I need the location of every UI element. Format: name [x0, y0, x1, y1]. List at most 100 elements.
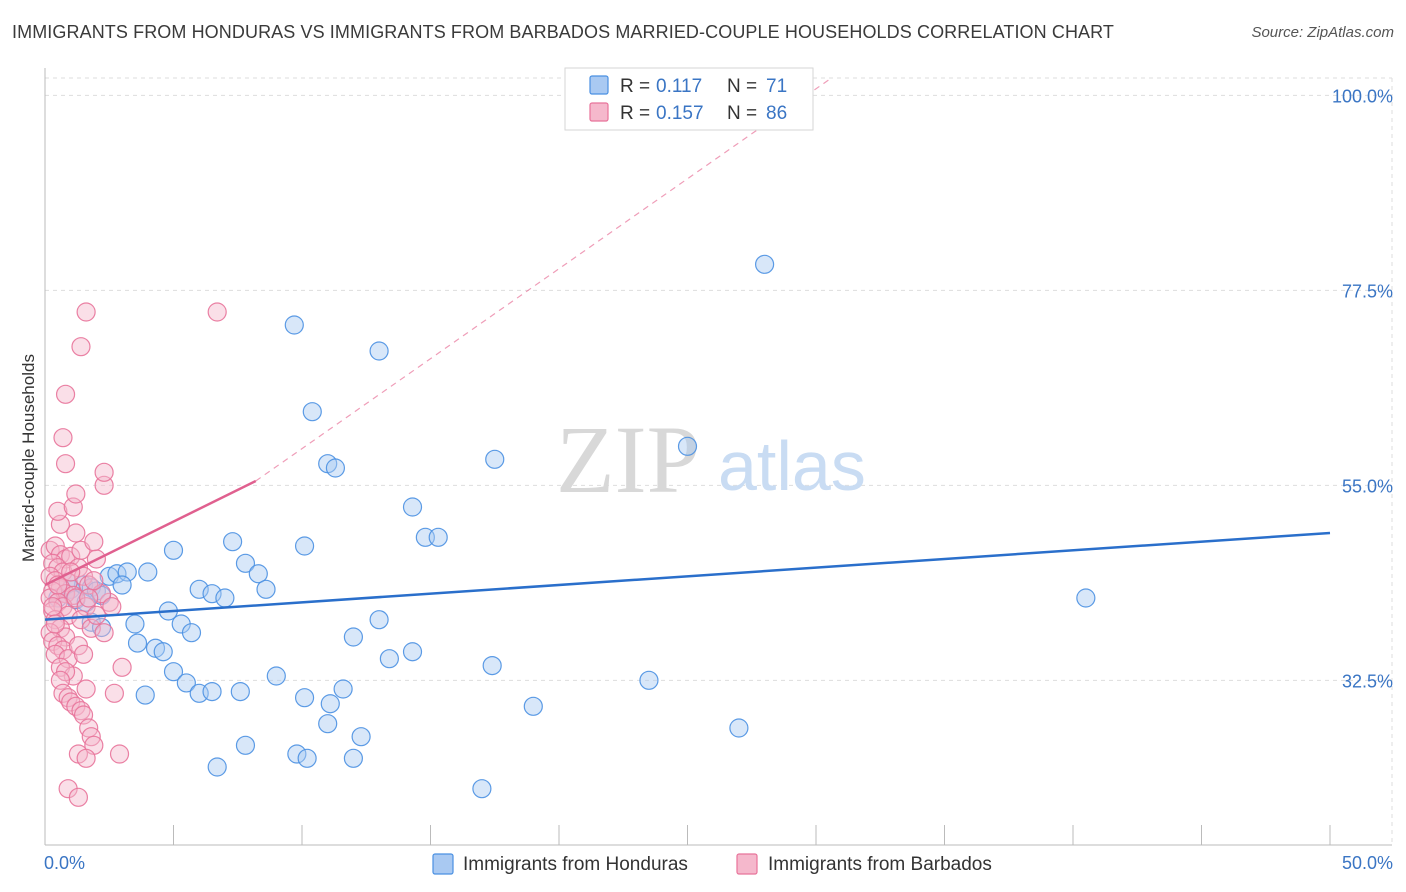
point-honduras-30	[189, 579, 209, 599]
point-honduras-17	[138, 562, 158, 582]
legend-n-value-honduras: 71	[766, 76, 787, 97]
point-honduras-28	[202, 681, 222, 702]
legend-n-value-barbados: 86	[766, 103, 787, 124]
point-honduras-45	[294, 688, 315, 708]
axes	[44, 68, 1392, 846]
point-barbados-78	[207, 302, 227, 322]
point-honduras-36	[256, 579, 276, 599]
point-honduras-68	[729, 718, 749, 738]
point-honduras-53	[351, 727, 371, 747]
point-honduras-64	[482, 655, 502, 676]
y-tick-label-1: 55.0%	[1342, 476, 1393, 496]
point-honduras-33	[223, 532, 243, 552]
point-barbados-70	[66, 484, 86, 504]
point-barbados-55	[68, 787, 89, 807]
point-honduras-61	[428, 527, 448, 547]
y-tick-labels: 32.5% 55.0% 77.5% 100.0%	[1332, 86, 1393, 691]
point-barbados-47	[76, 679, 96, 699]
point-honduras-40	[297, 748, 317, 768]
point-honduras-56	[369, 610, 389, 630]
legend-n-label-barbados: N =	[727, 103, 757, 124]
y-tick-label-0: 32.5%	[1342, 671, 1393, 691]
point-barbados-38	[73, 644, 94, 664]
point-honduras-62	[472, 779, 492, 799]
point-honduras-51	[333, 679, 353, 699]
point-honduras-50	[318, 714, 338, 734]
legend-swatch-honduras	[589, 75, 609, 95]
series-barbados-points	[40, 302, 227, 807]
point-honduras-26	[176, 673, 196, 693]
point-barbados-75	[55, 384, 76, 404]
point-honduras-37	[230, 681, 250, 702]
point-barbados-77	[76, 302, 96, 322]
trend-lines-front	[44, 479, 1331, 621]
point-honduras-31	[202, 584, 222, 604]
point-honduras-65	[523, 696, 543, 716]
point-honduras-41	[235, 735, 256, 755]
point-honduras-47	[325, 458, 346, 478]
source-credit: Source: ZipAtlas.com	[1251, 24, 1394, 41]
point-honduras-34	[235, 553, 256, 573]
point-honduras-22	[127, 633, 148, 653]
point-honduras-66	[639, 670, 659, 690]
point-honduras-25	[163, 662, 184, 682]
point-honduras-24	[153, 642, 173, 662]
point-honduras-18	[163, 540, 184, 560]
bottom-legend: Immigrants from Honduras Immigrants from…	[432, 853, 992, 875]
point-honduras-43	[284, 315, 304, 335]
trend-line-barbados-extended	[255, 77, 832, 482]
bottom-legend-barbados: Immigrants from Barbados	[768, 854, 992, 875]
watermark-zip: ZIP	[556, 406, 700, 513]
point-barbados-73	[55, 454, 76, 474]
bottom-legend-swatch-barbados	[736, 853, 758, 875]
y-tick-label-3: 100.0%	[1332, 86, 1393, 106]
point-honduras-54	[343, 627, 363, 647]
point-honduras-52	[343, 748, 363, 768]
point-barbados-59	[94, 623, 114, 643]
point-barbados-6	[61, 546, 81, 567]
point-honduras-42	[207, 757, 227, 777]
point-barbados-71	[94, 475, 114, 495]
watermark: ZIP atlas	[556, 406, 866, 513]
bottom-legend-swatch-honduras	[432, 853, 454, 875]
legend-r-label-honduras: R =	[620, 76, 650, 97]
point-honduras-63	[485, 449, 505, 469]
x-tick-label-max: 50.0%	[1342, 853, 1393, 873]
point-barbados-82	[43, 597, 63, 617]
point-honduras-49	[320, 694, 340, 714]
point-barbados-74	[53, 428, 73, 448]
point-barbados-80	[79, 588, 99, 608]
point-honduras-38	[266, 666, 286, 686]
trend-line-barbados	[44, 479, 257, 587]
point-honduras-58	[402, 642, 423, 662]
point-honduras-70	[1076, 588, 1096, 608]
y-tick-label-2: 77.5%	[1342, 281, 1393, 301]
point-barbados-76	[71, 337, 91, 357]
point-barbados-57	[109, 744, 130, 764]
trend-line-honduras	[44, 531, 1331, 621]
point-honduras-69	[754, 254, 775, 274]
point-barbados-53	[76, 748, 96, 768]
point-barbados-79	[84, 571, 104, 591]
point-honduras-13	[112, 575, 132, 595]
chart-title: IMMIGRANTS FROM HONDURAS VS IMMIGRANTS F…	[12, 22, 1115, 42]
legend: R = 0.117 N = 71 R = 0.157 N = 86	[564, 67, 814, 131]
point-honduras-67	[677, 436, 698, 456]
point-honduras-32	[215, 588, 235, 608]
bottom-legend-honduras: Immigrants from Honduras	[463, 854, 688, 875]
point-honduras-57	[379, 649, 399, 669]
point-barbados-65	[84, 532, 104, 552]
point-honduras-48	[294, 536, 315, 556]
point-barbados-72	[94, 462, 114, 482]
y-axis-label: Married-couple Households	[19, 354, 38, 562]
point-honduras-16	[125, 614, 145, 634]
point-honduras-39	[287, 744, 307, 764]
point-honduras-55	[369, 341, 389, 361]
point-honduras-44	[302, 402, 322, 422]
point-barbados-66	[66, 523, 86, 543]
x-tick-labels: 0.0% 50.0%	[44, 853, 1393, 873]
point-barbados-58	[112, 657, 132, 677]
point-honduras-35	[248, 564, 268, 584]
point-honduras-21	[181, 623, 202, 643]
